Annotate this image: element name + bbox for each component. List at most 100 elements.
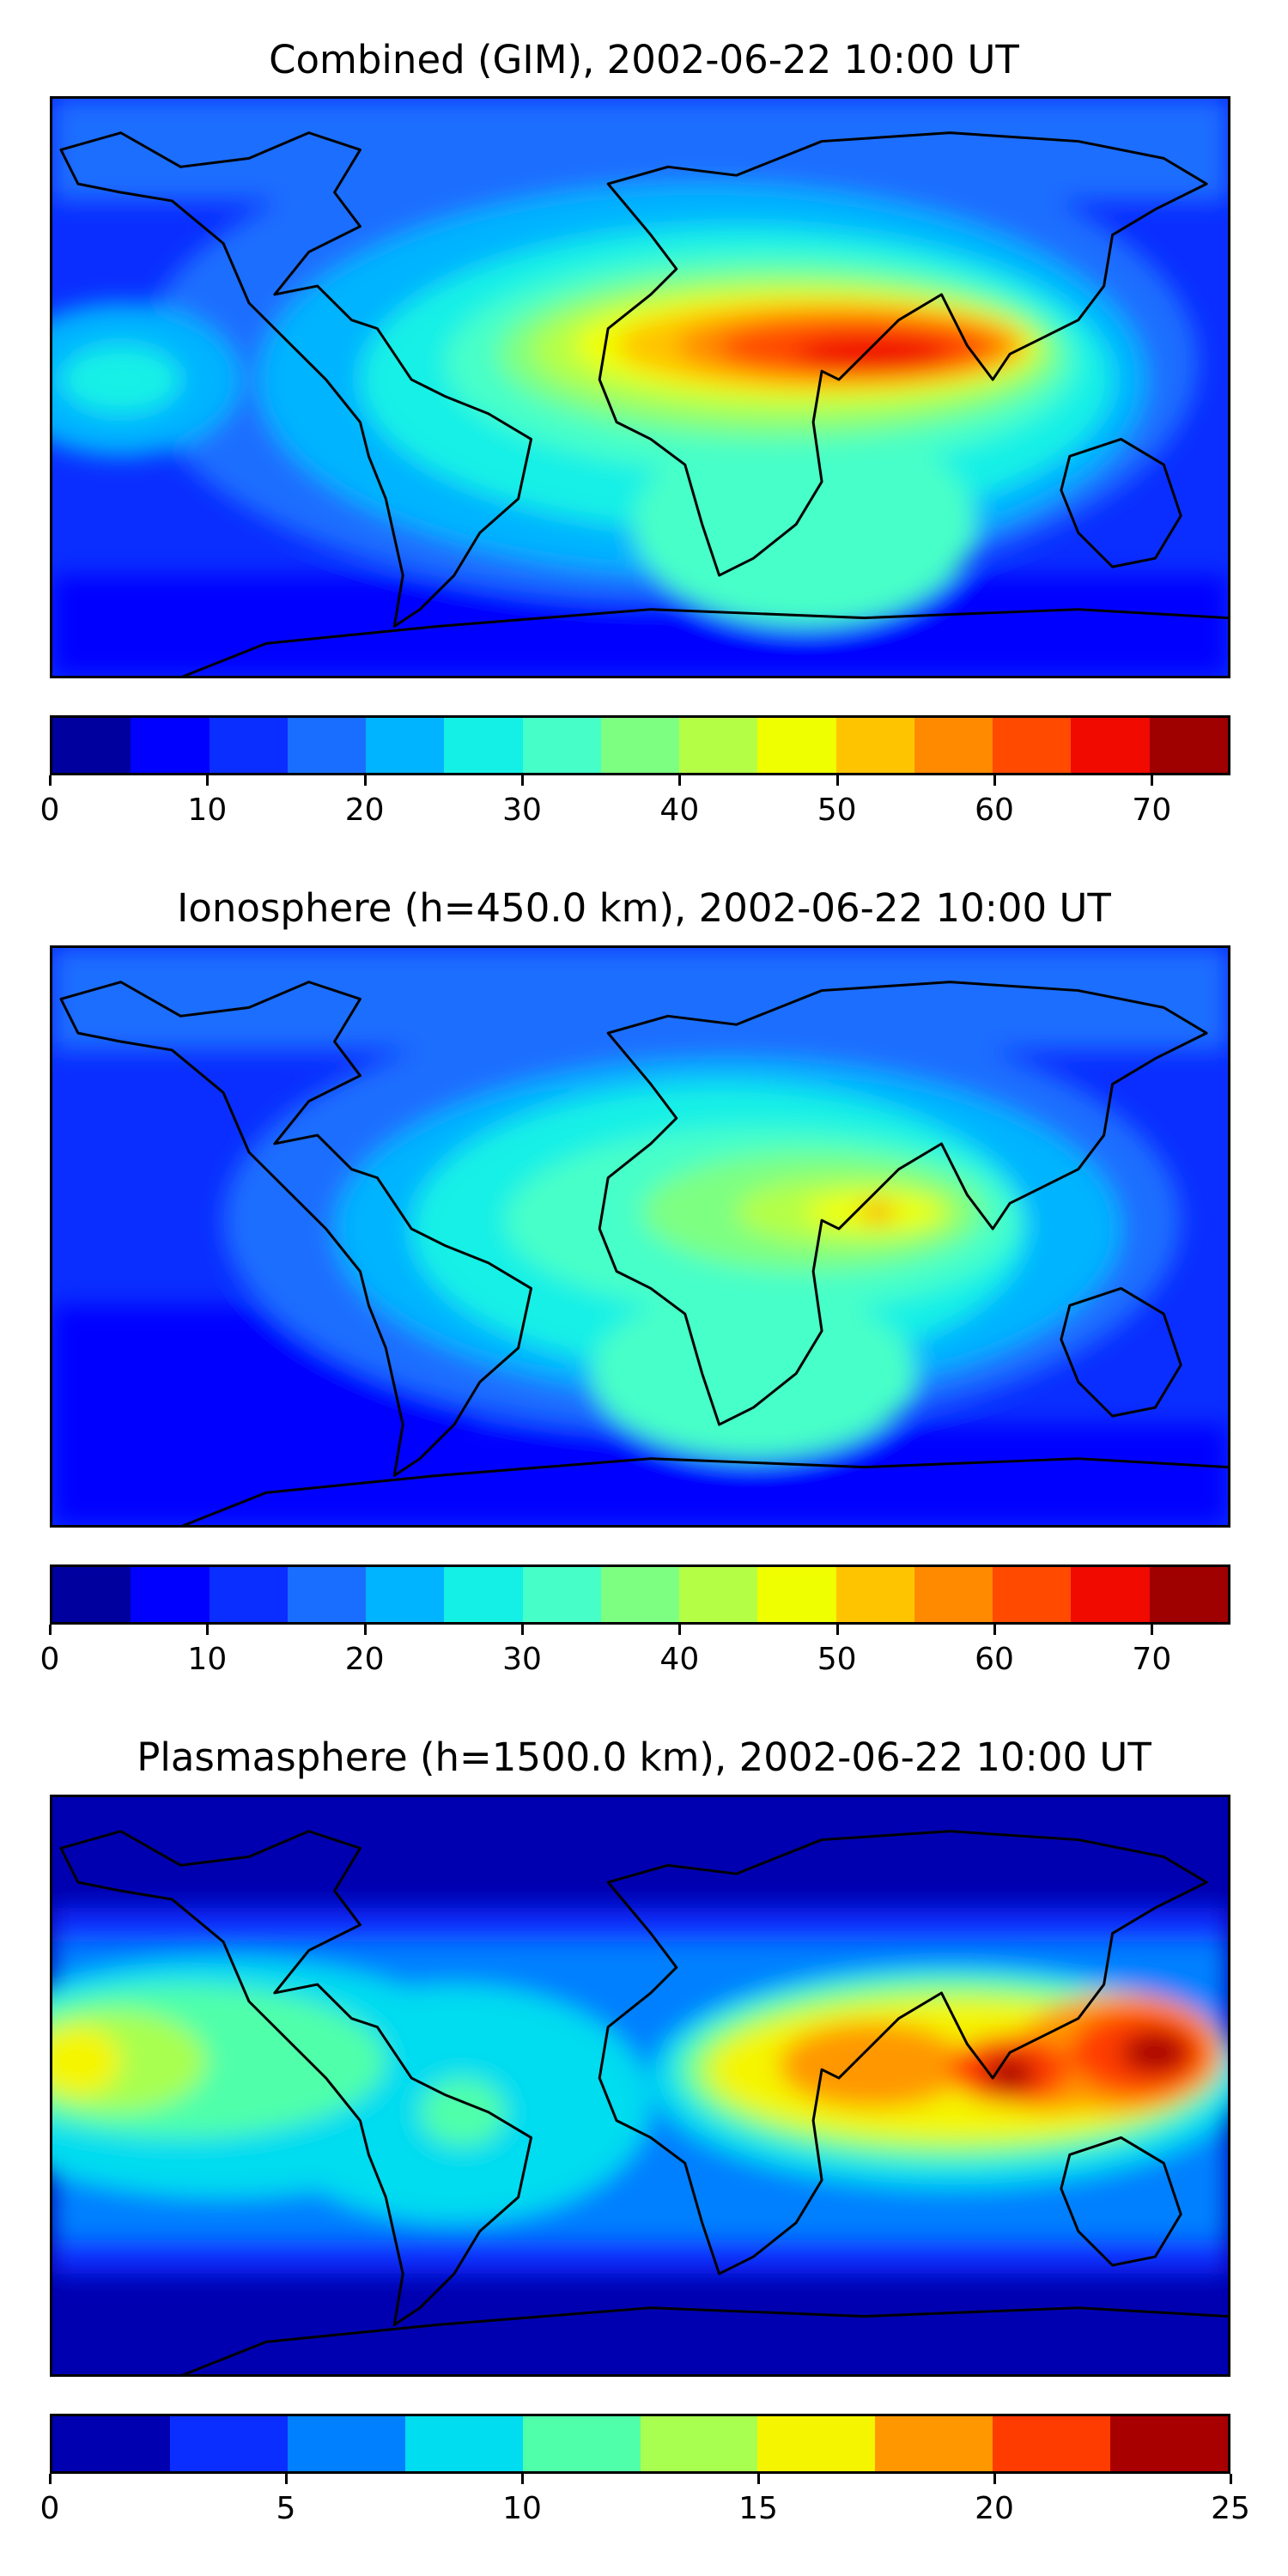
- colorbar-segment: [287, 718, 367, 773]
- colorbar-segment: [1149, 718, 1228, 773]
- tec-contour-map: [52, 948, 1228, 1525]
- colorbar-segment: [366, 718, 445, 773]
- colorbar-segment: [875, 2416, 993, 2471]
- chart-title: Combined (GIM), 2002-06-22 10:00 UT: [269, 37, 1019, 82]
- colorbar-tick-label: 50: [817, 793, 857, 828]
- colorbar-tick-label: 20: [344, 1642, 385, 1677]
- colorbar-tick-label: 60: [975, 1642, 1014, 1677]
- colorbar-segment: [835, 718, 914, 773]
- colorbar-ticks: 0 10 20 30 40 50 60 70: [40, 1625, 1230, 1677]
- colorbar-segment: [52, 1567, 131, 1622]
- colorbar-tick: [993, 1625, 996, 1635]
- map-plot: [50, 945, 1230, 1528]
- colorbar-segment: [835, 1567, 914, 1622]
- colorbar-tick: [1151, 1625, 1154, 1635]
- colorbar-segment: [404, 2416, 523, 2471]
- colorbar-tick-label: 15: [738, 2491, 778, 2526]
- colorbar-tick: [206, 775, 210, 786]
- colorbar-segment: [1071, 718, 1150, 773]
- colorbar-tick: [993, 775, 996, 786]
- colorbar-segment: [757, 2416, 876, 2471]
- colorbar-tick-label: 5: [276, 2491, 296, 2526]
- colorbar-tick: [521, 2474, 524, 2484]
- colorbar-tick-label: 30: [502, 793, 542, 828]
- colorbar-segment: [209, 1567, 288, 1622]
- colorbar-segment: [522, 2416, 641, 2471]
- colorbar-tick: [678, 775, 682, 786]
- colorbar-segment: [287, 2416, 405, 2471]
- colorbar-tick-label: 10: [187, 793, 228, 828]
- colorbar-segment: [993, 2416, 1111, 2471]
- colorbar-ticks: 0 5 10 15 20 25: [40, 2474, 1250, 2526]
- colorbar-segment: [993, 718, 1072, 773]
- colorbar: [50, 715, 1230, 775]
- colorbar-tick: [49, 2474, 52, 2484]
- colorbar-tick-label: 20: [975, 2491, 1014, 2526]
- colorbar-segment: [366, 1567, 445, 1622]
- colorbar-tick-label: 70: [1132, 1642, 1172, 1677]
- colorbar-tick-label: 40: [659, 1642, 700, 1677]
- colorbar-segment: [600, 1567, 680, 1622]
- colorbar-segment: [131, 1567, 210, 1622]
- colorbar-segment: [914, 718, 993, 773]
- colorbar-tick: [285, 2474, 288, 2484]
- colorbar-tick: [993, 2474, 996, 2484]
- colorbar-segment: [1071, 1567, 1150, 1622]
- colorbar-tick-label: 50: [817, 1642, 857, 1677]
- colorbar-segment: [52, 2416, 170, 2471]
- tec-contour-map: [52, 1797, 1228, 2374]
- colorbar: [50, 2414, 1230, 2474]
- colorbar-tick-label: 0: [39, 1642, 60, 1677]
- colorbar-tick: [521, 775, 524, 786]
- colorbar-segment: [444, 1567, 523, 1622]
- colorbar-tick: [757, 2474, 760, 2484]
- colorbar-segment: [914, 1567, 993, 1622]
- tec-contour-map: [52, 99, 1228, 676]
- colorbar-tick: [363, 1625, 367, 1635]
- colorbar-segment: [522, 1567, 601, 1622]
- colorbar-tick-label: 0: [39, 2491, 60, 2526]
- colorbar-segment: [131, 718, 210, 773]
- colorbar-tick-label: 40: [659, 793, 700, 828]
- colorbar-segment: [522, 718, 601, 773]
- colorbar-tick: [835, 775, 839, 786]
- colorbar-segment: [993, 1567, 1072, 1622]
- coastlines: [59, 131, 1228, 676]
- colorbar-segment: [1110, 2416, 1229, 2471]
- colorbar-tick: [1151, 775, 1154, 786]
- colorbar-tick-label: 30: [502, 1642, 542, 1677]
- colorbar-segment: [52, 718, 131, 773]
- colorbar-tick-label: 10: [187, 1642, 228, 1677]
- colorbar-tick: [49, 775, 52, 786]
- colorbar-tick-label: 70: [1132, 793, 1172, 828]
- colorbar-tick: [206, 1625, 210, 1635]
- colorbar-tick: [521, 1625, 524, 1635]
- colorbar-tick-label: 25: [1211, 2491, 1250, 2526]
- coastlines: [59, 1830, 1228, 2374]
- colorbar-tick-label: 0: [39, 793, 60, 828]
- colorbar-segment: [287, 1567, 367, 1622]
- colorbar-tick-label: 10: [502, 2491, 542, 2526]
- chart-title: Ionosphere (h=450.0 km), 2002-06-22 10:0…: [177, 885, 1111, 931]
- map-plot: [50, 96, 1230, 678]
- colorbar-ticks: 0 10 20 30 40 50 60 70: [40, 775, 1230, 828]
- colorbar-tick: [835, 1625, 839, 1635]
- chart-title: Plasmasphere (h=1500.0 km), 2002-06-22 1…: [137, 1735, 1151, 1780]
- colorbar-tick: [1230, 2474, 1232, 2484]
- colorbar-tick: [678, 1625, 682, 1635]
- coastlines: [59, 981, 1228, 1525]
- colorbar-segment: [679, 1567, 758, 1622]
- colorbar-segment: [757, 1567, 836, 1622]
- colorbar-segment: [679, 718, 758, 773]
- colorbar: [50, 1564, 1230, 1625]
- colorbar-segment: [600, 718, 680, 773]
- colorbar-segment: [757, 718, 836, 773]
- colorbar-segment: [640, 2416, 758, 2471]
- colorbar-tick-label: 60: [975, 793, 1014, 828]
- colorbar-tick: [363, 775, 367, 786]
- colorbar-tick-label: 20: [344, 793, 385, 828]
- colorbar-tick: [49, 1625, 52, 1635]
- colorbar-segment: [444, 718, 523, 773]
- colorbar-segment: [209, 718, 288, 773]
- colorbar-segment: [169, 2416, 288, 2471]
